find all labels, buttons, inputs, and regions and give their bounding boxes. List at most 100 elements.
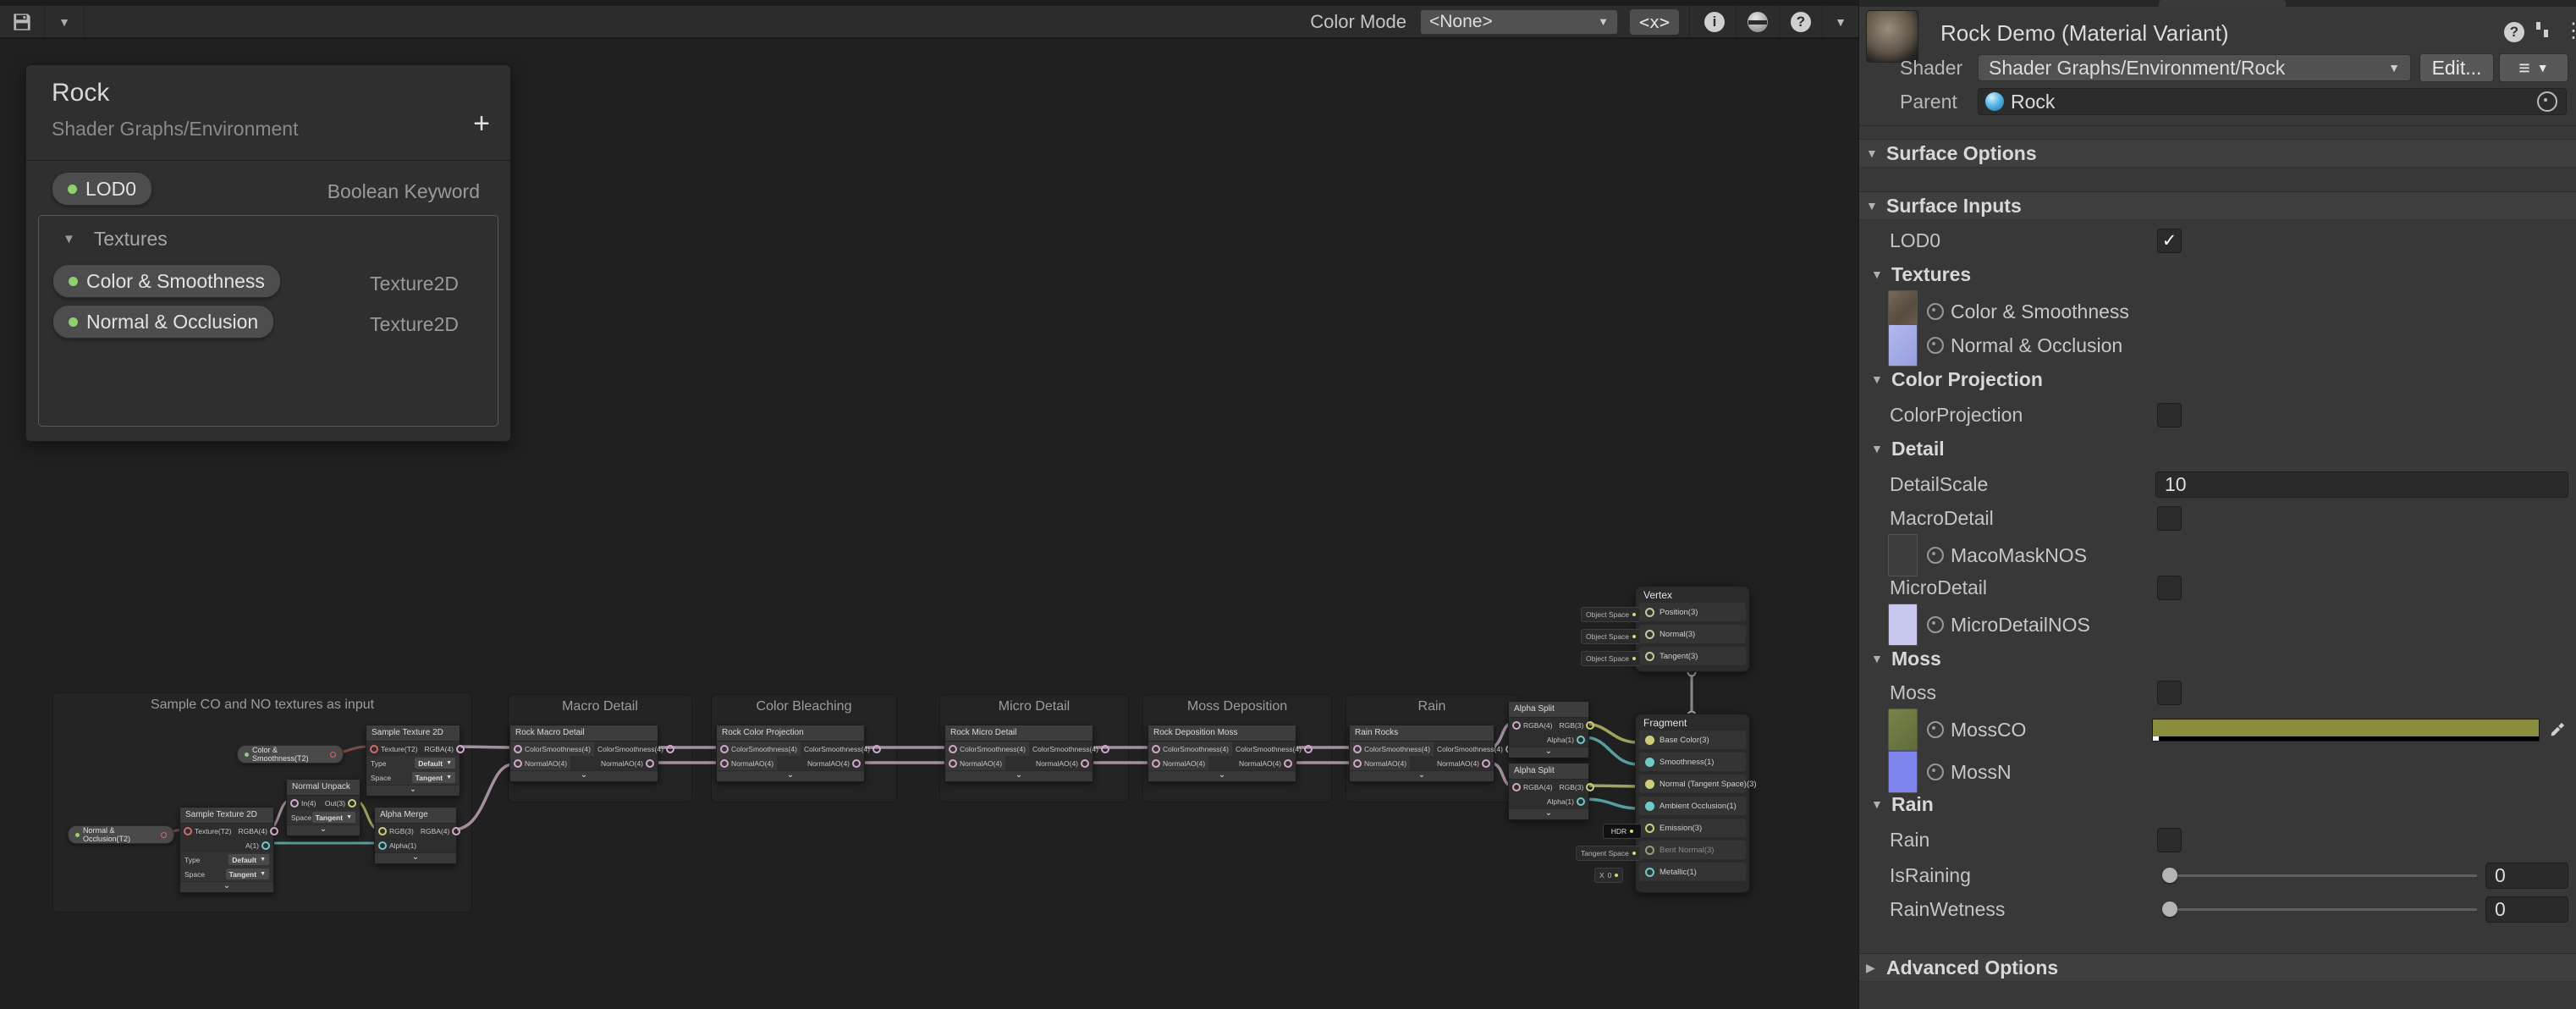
collapse-chevron-icon[interactable]: ⌄ xyxy=(180,881,273,892)
node-rock-macro-detail[interactable]: Rock Macro Detail ColorSmoothness(4) Colo… xyxy=(509,725,674,782)
mossco-color-swatch[interactable] xyxy=(2152,718,2540,742)
macrodetail-checkbox[interactable] xyxy=(2157,505,2182,531)
foldout-detail[interactable]: ▼ Detail xyxy=(1871,437,1945,460)
texture-thumbnail[interactable] xyxy=(1888,324,1918,367)
node-sample-texture-2d-bottom[interactable]: Sample Texture 2D Texture(T2) RGBA(4) A(1… xyxy=(179,807,278,893)
node-rock-color-projection[interactable]: Rock Color Projection ColorSmoothness(4)… xyxy=(716,725,881,782)
collapse-chevron-icon[interactable]: ⌄ xyxy=(717,770,864,781)
israining-slider[interactable] xyxy=(2162,867,2477,883)
texture-thumbnail[interactable] xyxy=(1888,604,1918,646)
detailscale-input[interactable]: 10 xyxy=(2155,471,2568,498)
slider-knob[interactable] xyxy=(2162,867,2177,883)
israining-value-field[interactable]: 0 xyxy=(2485,862,2568,889)
color-mode-dropdown[interactable]: <None> ▼ xyxy=(1420,8,1618,35)
space-dropdown[interactable]: Tangent ▼ xyxy=(311,812,355,823)
blackboard-title: Rock xyxy=(52,79,110,107)
info-button[interactable]: i xyxy=(1693,6,1737,37)
node-normal-unpack[interactable]: Normal Unpack In(4) Out(3) Space Tangent ▼ … xyxy=(286,779,361,836)
mossco-row: MossCO xyxy=(1859,708,2576,752)
node-vertex[interactable]: Vertex Position(3) Normal(3) Tangent(3) xyxy=(1635,586,1750,672)
space-dropdown[interactable]: Tangent ▼ xyxy=(225,868,269,879)
collapse-chevron-icon[interactable]: ⌄ xyxy=(1350,770,1494,781)
graph-canvas[interactable]: Sample CO and NO textures as input Macro… xyxy=(0,37,1858,1009)
colorprojection-checkbox[interactable] xyxy=(2157,402,2182,427)
foldout-textures[interactable]: ▼ Textures xyxy=(1871,262,1972,285)
port-icon xyxy=(1645,651,1654,661)
keyword-pill-lod0[interactable]: LOD0 xyxy=(52,172,153,206)
texture-thumbnail[interactable] xyxy=(1888,709,1918,751)
lod0-checkbox[interactable]: ✓ xyxy=(2157,228,2182,253)
rainwetness-value-field[interactable]: 0 xyxy=(2485,896,2568,923)
node-rock-deposition-moss[interactable]: Rock Deposition Moss ColorSmoothness(4) C… xyxy=(1148,725,1313,782)
parent-object-field[interactable]: Rock xyxy=(1978,88,2567,115)
section-surface-options[interactable]: ▼ Surface Options xyxy=(1859,139,2576,168)
toolbar-more-dropdown[interactable]: ▼ xyxy=(1823,6,1858,37)
object-picker-icon[interactable] xyxy=(1927,337,1944,354)
slider-knob[interactable] xyxy=(2162,901,2177,917)
rainwetness-slider[interactable] xyxy=(2162,901,2477,917)
shader-dropdown[interactable]: Shader Graphs/Environment/Rock ▼ xyxy=(1978,54,2411,81)
property-pill-normal-occlusion[interactable]: Normal & Occlusion(T2) xyxy=(68,825,174,844)
microdetail-checkbox[interactable] xyxy=(2157,575,2182,600)
texture-pill-normal-occlusion[interactable]: Normal & Occlusion xyxy=(52,305,275,339)
collapse-chevron-icon[interactable]: ⌄ xyxy=(510,770,658,781)
moss-checkbox[interactable] xyxy=(2157,680,2182,705)
tangent-space-pill[interactable]: Tangent Space xyxy=(1576,846,1641,861)
hdr-pill[interactable]: HDR xyxy=(1603,824,1642,839)
node-fragment[interactable]: Fragment Base Color(3) Smoothness(1) Nor… xyxy=(1635,714,1757,893)
section-surface-inputs[interactable]: ▼ Surface Inputs xyxy=(1859,191,2576,220)
texture-thumbnail[interactable] xyxy=(1888,751,1918,793)
help-icon[interactable]: ? xyxy=(2504,22,2524,42)
kebab-menu-icon[interactable]: ⋮ xyxy=(2563,19,2576,42)
collapse-chevron-icon[interactable]: ⌄ xyxy=(945,770,1093,781)
eyedropper-button[interactable] xyxy=(2545,719,2570,742)
save-dropdown-button[interactable]: ▼ xyxy=(45,6,85,37)
property-pill-color-smoothness[interactable]: Color & Smoothness(T2) xyxy=(237,745,344,764)
rain-checkbox[interactable] xyxy=(2157,827,2182,852)
object-picker-icon[interactable] xyxy=(1927,721,1944,738)
collapse-chevron-icon[interactable]: ⌄ xyxy=(375,852,456,863)
texture-thumbnail[interactable] xyxy=(1888,534,1918,576)
object-space-pill[interactable]: Object Space xyxy=(1581,607,1642,622)
add-property-button[interactable]: + xyxy=(473,108,490,140)
material-preview-thumbnail[interactable] xyxy=(1866,10,1918,63)
save-button[interactable] xyxy=(0,6,45,37)
foldout-arrow-icon[interactable]: ▼ xyxy=(63,232,75,246)
foldout-color-projection[interactable]: ▼ Color Projection xyxy=(1871,367,2043,390)
collapse-chevron-icon[interactable]: ⌄ xyxy=(1509,747,1588,758)
edit-shader-button[interactable]: Edit... xyxy=(2419,53,2494,82)
code-view-button[interactable]: <x> xyxy=(1630,8,1679,35)
object-space-pill[interactable]: Object Space xyxy=(1581,629,1642,644)
blackboard-category-textures[interactable]: ▼ Textures Color & Smoothness Texture2D … xyxy=(38,215,498,427)
help-button[interactable]: ? xyxy=(1780,6,1823,37)
object-picker-icon[interactable] xyxy=(1927,303,1944,320)
object-picker-icon[interactable] xyxy=(1927,616,1944,633)
blackboard-subtitle: Shader Graphs/Environment xyxy=(52,118,299,140)
type-dropdown[interactable]: Default ▼ xyxy=(415,758,455,769)
node-rock-micro-detail[interactable]: Rock Micro Detail ColorSmoothness(4) Colo… xyxy=(944,725,1109,782)
foldout-rain[interactable]: ▼ Rain xyxy=(1871,792,1934,815)
object-picker-icon[interactable] xyxy=(1927,547,1944,564)
object-picker-icon[interactable] xyxy=(2537,91,2557,112)
collapse-chevron-icon[interactable]: ⌄ xyxy=(366,785,460,796)
shader-list-button[interactable]: ≡ ▼ xyxy=(2499,53,2568,82)
section-advanced-options[interactable]: ▶ Advanced Options xyxy=(1859,953,2576,982)
preview-sphere-button[interactable] xyxy=(1737,6,1780,37)
texture-pill-color-smoothness[interactable]: Color & Smoothness xyxy=(52,264,281,298)
collapse-chevron-icon[interactable]: ⌄ xyxy=(1509,808,1588,819)
node-alpha-split-1[interactable]: Alpha Split RGBA(4) RGB(3) Alpha(1) ⌄ xyxy=(1508,701,1595,758)
collapse-chevron-icon[interactable]: ⌄ xyxy=(1148,770,1296,781)
node-rain-rocks[interactable]: Rain Rocks ColorSmoothness(4) ColorSmooth… xyxy=(1349,725,1514,782)
node-sample-texture-2d-top[interactable]: Sample Texture 2D Texture(T2) RGBA(4) Typ… xyxy=(366,725,465,797)
blackboard-panel[interactable]: Rock Shader Graphs/Environment + LOD0 Bo… xyxy=(25,64,511,442)
space-dropdown[interactable]: Tangent ▼ xyxy=(411,772,455,783)
collapse-chevron-icon[interactable]: ⌄ xyxy=(287,824,360,835)
object-space-pill[interactable]: Object Space xyxy=(1581,651,1642,666)
node-alpha-merge[interactable]: Alpha Merge RGB(3) RGBA(4) Alpha(1) ⌄ xyxy=(374,807,461,864)
texture-row-microdetailnos: MicroDetailNOS xyxy=(1859,603,2576,647)
object-picker-icon[interactable] xyxy=(1927,764,1944,780)
type-dropdown[interactable]: Default ▼ xyxy=(228,854,269,865)
node-alpha-split-2[interactable]: Alpha Split RGBA(4) RGB(3) Alpha(1) ⌄ xyxy=(1508,763,1595,820)
foldout-moss[interactable]: ▼ Moss xyxy=(1871,647,1941,670)
